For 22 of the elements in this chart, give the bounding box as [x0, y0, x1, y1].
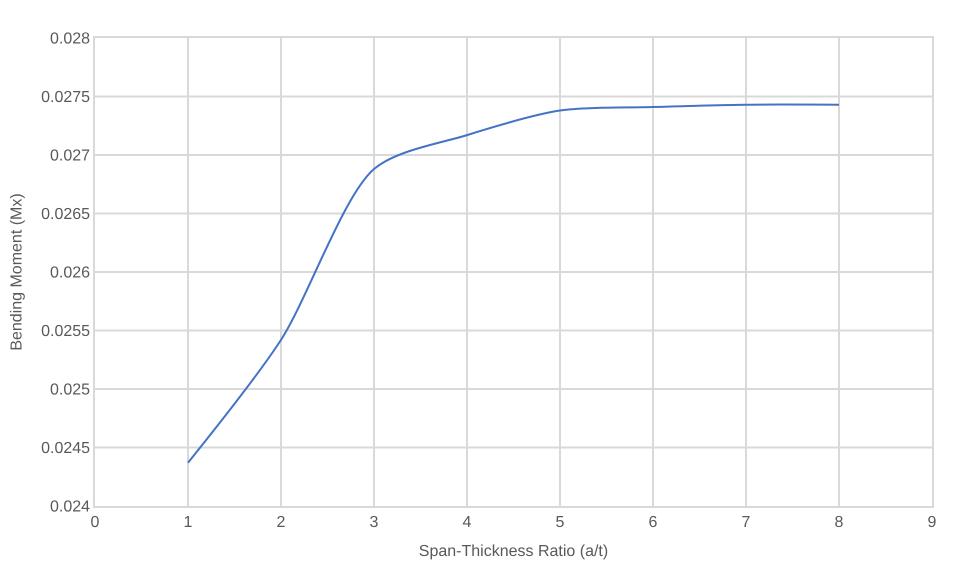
y-tick-label: 0.0255 [41, 323, 90, 340]
y-tick-label: 0.025 [50, 382, 90, 399]
y-tick-label: 0.0275 [41, 89, 90, 106]
x-tick-label: 8 [834, 514, 844, 531]
x-tick-label: 2 [276, 514, 286, 531]
y-tick-label: 0.026 [50, 264, 90, 282]
y-tick-label: 0.028 [50, 30, 90, 48]
x-tick-label: 0 [90, 514, 100, 531]
x-tick-label: 5 [556, 514, 565, 531]
y-tick-label: 0.027 [50, 148, 90, 165]
y-tick-label: 0.024 [50, 498, 90, 516]
x-tick-label: 1 [184, 514, 193, 531]
y-tick-label: 0.0265 [41, 206, 90, 224]
x-tick-label: 9 [928, 514, 937, 531]
x-tick-label: 6 [648, 514, 658, 531]
line-series [187, 104, 840, 464]
x-tick-label: 3 [370, 514, 379, 531]
y-tick-label: 0.0245 [41, 440, 90, 458]
y-axis-title: Bending Moment (Mx) [8, 193, 26, 351]
x-axis-title: Span-Thickness Ratio (a/t) [418, 543, 608, 560]
x-tick-label: 4 [462, 514, 472, 531]
x-tick-label: 7 [742, 514, 751, 531]
